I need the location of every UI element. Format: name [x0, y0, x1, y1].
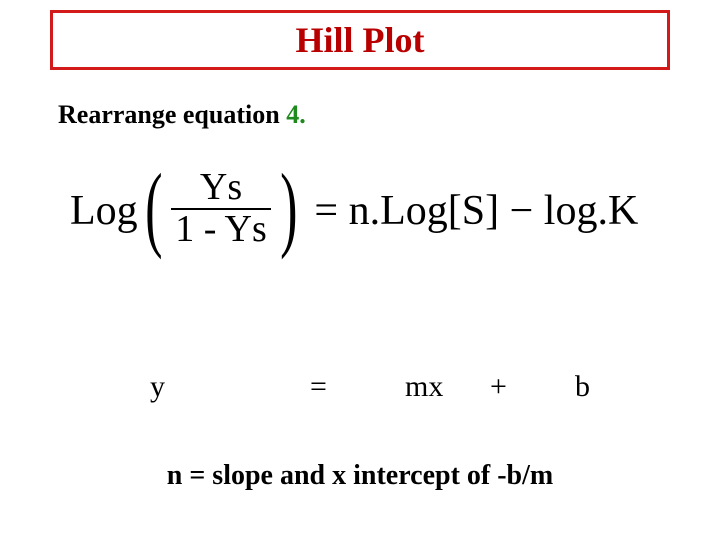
linear-plus: +	[490, 370, 507, 404]
linear-y: y	[150, 370, 165, 404]
title-box: Hill Plot	[50, 10, 670, 70]
left-paren: (	[145, 172, 162, 243]
log-label: Log	[70, 187, 138, 235]
footer-note: n = slope and x intercept of -b/m	[0, 460, 720, 492]
rearrange-prefix: Rearrange equation	[58, 100, 286, 129]
equation-number: 4.	[286, 100, 306, 129]
right-paren: )	[280, 172, 297, 243]
hill-equation: Log ( Ys 1 - Ys ) = n.Log[S] − log.K	[70, 170, 638, 252]
rearrange-text: Rearrange equation 4.	[58, 100, 306, 130]
linear-eq: =	[310, 370, 327, 404]
fraction: Ys 1 - Ys	[171, 168, 270, 250]
page-title: Hill Plot	[296, 19, 425, 61]
linear-mx: mx	[405, 370, 443, 404]
fraction-denominator: 1 - Ys	[171, 210, 270, 250]
equation-rhs: = n.Log[S] − log.K	[314, 187, 638, 235]
fraction-numerator: Ys	[196, 168, 246, 208]
linear-b: b	[575, 370, 590, 404]
